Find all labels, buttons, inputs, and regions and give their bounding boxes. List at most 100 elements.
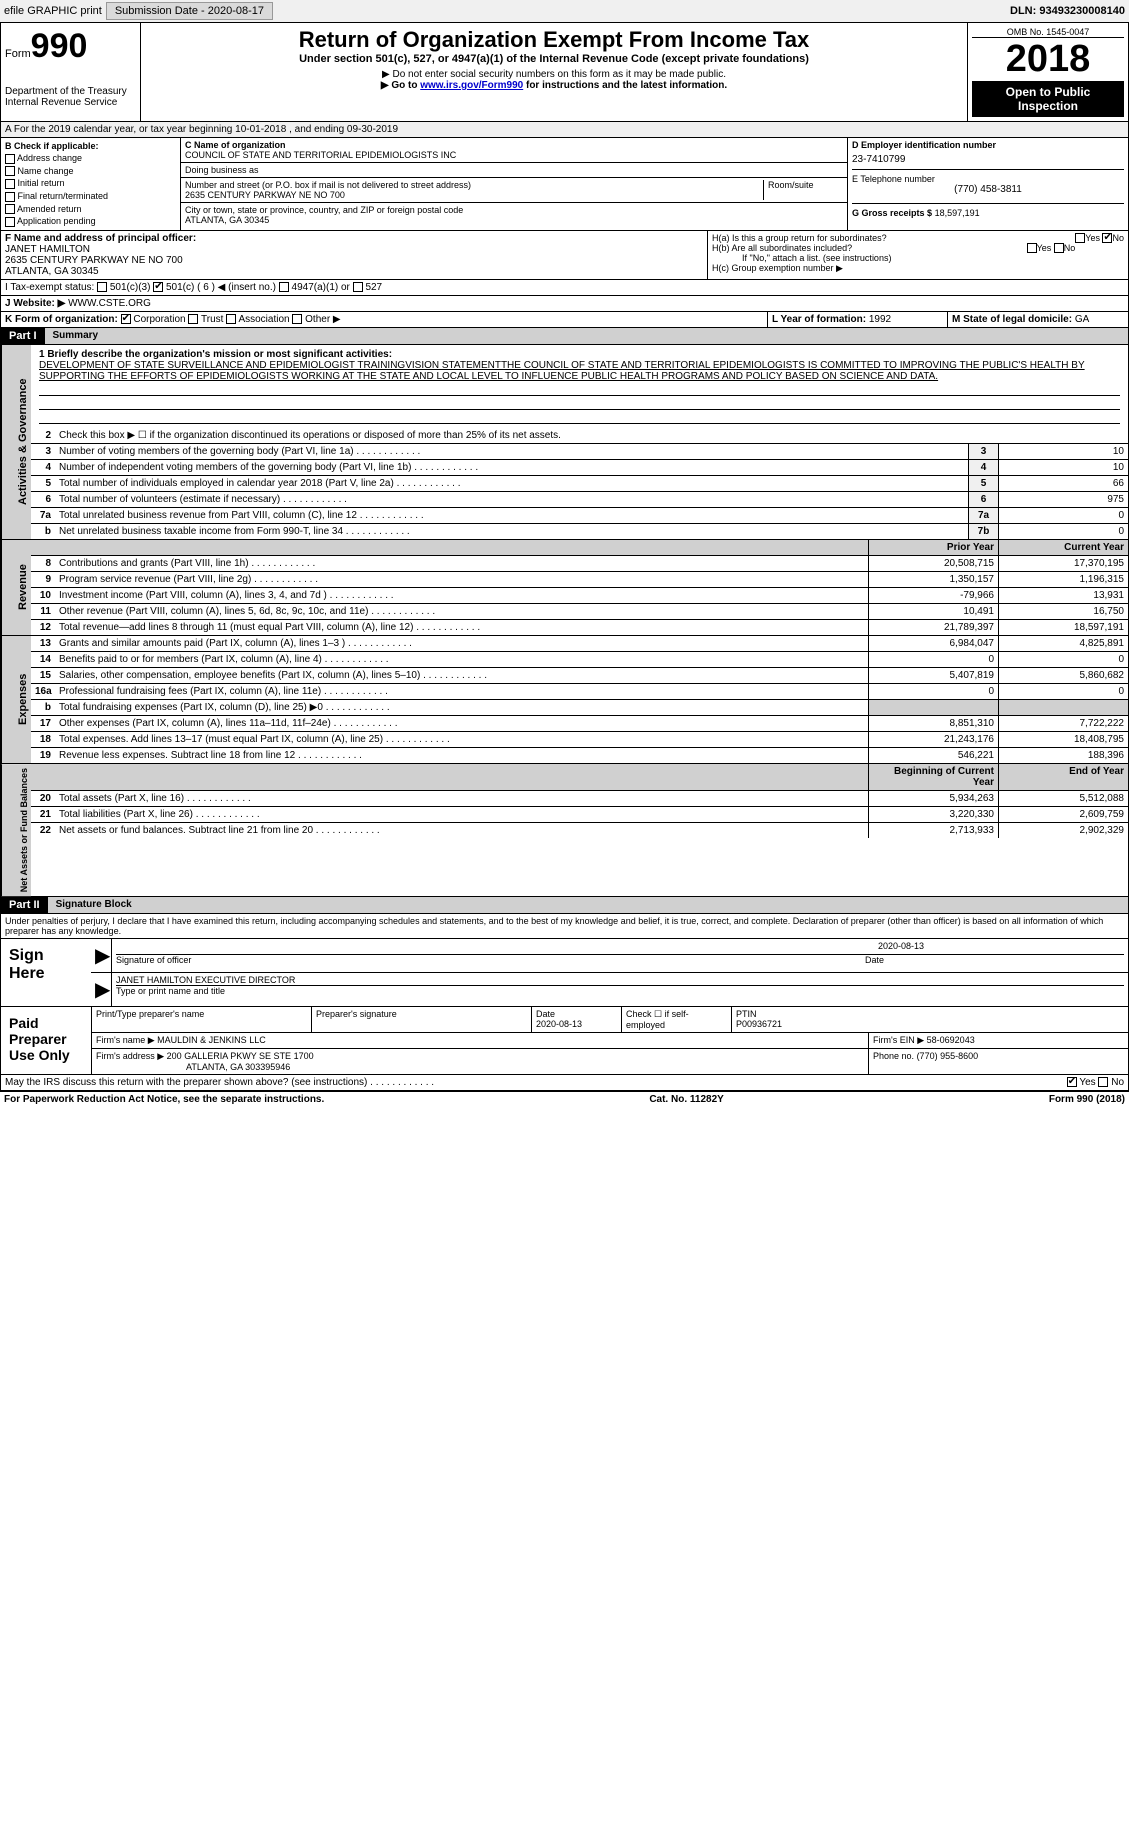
- line-box: 4: [968, 460, 998, 475]
- line-prior: [868, 700, 998, 715]
- sec-f-label: F Name and address of principal officer:: [5, 233, 196, 244]
- sig-date-val: 2020-08-13: [116, 941, 1124, 955]
- room-label: Room/suite: [763, 180, 843, 200]
- line-text: Net assets or fund balances. Subtract li…: [55, 823, 868, 838]
- form-number: 990: [31, 27, 88, 65]
- line-text: Number of independent voting members of …: [55, 460, 968, 475]
- firm-label: Firm's name ▶: [96, 1035, 155, 1045]
- line-text: Benefits paid to or for members (Part IX…: [55, 652, 868, 667]
- line-num: 13: [31, 636, 55, 651]
- line-2: Check this box ▶ ☐ if the organization d…: [55, 428, 1128, 443]
- k-opt-2: Association: [238, 314, 289, 325]
- line-text: Total number of individuals employed in …: [55, 476, 968, 491]
- line-box: 3: [968, 444, 998, 459]
- irs-link[interactable]: www.irs.gov/Form990: [420, 80, 523, 91]
- line-num: 18: [31, 732, 55, 747]
- line-num: 20: [31, 791, 55, 806]
- section-j: J Website: ▶ WWW.CSTE.ORG: [1, 296, 1128, 311]
- date-label: Date: [865, 955, 884, 965]
- officer-addr2: ATLANTA, GA 30345: [5, 266, 99, 277]
- sec-i-label: I Tax-exempt status:: [5, 282, 94, 293]
- i-opt-1: 501(c) ( 6 ) ◀ (insert no.): [166, 282, 276, 293]
- line-curr: 5,860,682: [998, 668, 1128, 683]
- line-curr: 1,196,315: [998, 572, 1128, 587]
- line-curr: 16,750: [998, 604, 1128, 619]
- line-curr: 2,609,759: [998, 807, 1128, 822]
- section-b: B Check if applicable: Address change Na…: [1, 138, 181, 230]
- line-text: Total revenue—add lines 8 through 11 (mu…: [55, 620, 868, 635]
- line-num: 17: [31, 716, 55, 731]
- line-prior: 20,508,715: [868, 556, 998, 571]
- line-prior: 0: [868, 652, 998, 667]
- i-opt-3: 527: [365, 282, 382, 293]
- sign-here: Sign Here: [1, 939, 91, 1006]
- line-text: Total unrelated business revenue from Pa…: [55, 508, 968, 523]
- line-box: 7a: [968, 508, 998, 523]
- sec-b-label: B Check if applicable:: [5, 140, 176, 152]
- line-prior: 21,789,397: [868, 620, 998, 635]
- org-name: COUNCIL OF STATE AND TERRITORIAL EPIDEMI…: [185, 150, 456, 160]
- section-c: C Name of organizationCOUNCIL OF STATE A…: [181, 138, 848, 230]
- line-val: 975: [998, 492, 1128, 507]
- mission-text: DEVELOPMENT OF STATE SURVEILLANCE AND EP…: [39, 360, 1085, 382]
- line-val: 0: [998, 508, 1128, 523]
- phone-label: Phone no.: [873, 1051, 914, 1061]
- line-num: 19: [31, 748, 55, 763]
- firm-ein-label: Firm's EIN ▶: [873, 1035, 924, 1045]
- line-text: Investment income (Part VIII, column (A)…: [55, 588, 868, 603]
- line-text: Net unrelated business taxable income fr…: [55, 524, 968, 539]
- form-footer: Form 990 (2018): [1049, 1094, 1125, 1105]
- paid-preparer: Paid Preparer Use Only: [1, 1007, 91, 1074]
- pra-notice: For Paperwork Reduction Act Notice, see …: [4, 1094, 324, 1105]
- sec-l-label: L Year of formation:: [772, 314, 866, 325]
- form-header: Form990 Department of the Treasury Inter…: [0, 22, 1129, 122]
- cb-addr-change: Address change: [17, 153, 82, 163]
- part2-hdr: Part II: [1, 897, 48, 913]
- submission-date-btn[interactable]: Submission Date - 2020-08-17: [106, 2, 273, 20]
- tel-value: (770) 458-3811: [852, 184, 1124, 195]
- cb-pending: Application pending: [17, 216, 96, 226]
- irs-label: Internal Revenue Service: [5, 97, 136, 108]
- line-curr: [998, 700, 1128, 715]
- cb-final: Final return/terminated: [18, 191, 109, 201]
- line-num: 22: [31, 823, 55, 838]
- line-curr: 0: [998, 652, 1128, 667]
- tel-label: E Telephone number: [852, 169, 1124, 184]
- line-curr: 17,370,195: [998, 556, 1128, 571]
- arrow-icon: ▶: [91, 939, 111, 972]
- top-bar: efile GRAPHIC print Submission Date - 20…: [0, 0, 1129, 22]
- line-curr: 188,396: [998, 748, 1128, 763]
- form-subtitle: Under section 501(c), 527, or 4947(a)(1)…: [145, 53, 963, 65]
- line-val: 66: [998, 476, 1128, 491]
- name-label: C Name of organization: [185, 140, 286, 150]
- k-opt-0: Corporation: [133, 314, 185, 325]
- line-curr: 2,902,329: [998, 823, 1128, 838]
- arrow-icon-2: ▶: [91, 973, 111, 1006]
- city-label: City or town, state or province, country…: [185, 205, 463, 215]
- line-prior: 8,851,310: [868, 716, 998, 731]
- officer-name: JANET HAMILTON: [5, 244, 90, 255]
- firm-city-val: ATLANTA, GA 303395946: [96, 1062, 290, 1072]
- line-num: 12: [31, 620, 55, 635]
- side-net: Net Assets or Fund Balances: [1, 764, 31, 896]
- line-text: Grants and similar amounts paid (Part IX…: [55, 636, 868, 651]
- efile-label: efile GRAPHIC print: [4, 5, 102, 17]
- dln-label: DLN: 93493230008140: [1010, 5, 1125, 17]
- line-num: 8: [31, 556, 55, 571]
- line-prior: 5,407,819: [868, 668, 998, 683]
- col-prior: Prior Year: [868, 540, 998, 555]
- side-revenue: Revenue: [1, 540, 31, 635]
- line-num: b: [31, 524, 55, 539]
- website-value: WWW.CSTE.ORG: [68, 298, 151, 309]
- line-prior: 2,713,933: [868, 823, 998, 838]
- h-a: H(a) Is this a group return for subordin…: [712, 233, 887, 243]
- h-c: H(c) Group exemption number ▶: [712, 263, 1124, 274]
- section-d: D Employer identification number 23-7410…: [848, 138, 1128, 230]
- col-curr: Current Year: [998, 540, 1128, 555]
- line-prior: 10,491: [868, 604, 998, 619]
- discuss-row: May the IRS discuss this return with the…: [0, 1075, 1129, 1091]
- gross-value: 18,597,191: [935, 208, 980, 218]
- sec-m-label: M State of legal domicile:: [952, 314, 1072, 325]
- sec-j-label: J Website: ▶: [5, 298, 65, 309]
- officer-label: Type or print name and title: [116, 986, 225, 996]
